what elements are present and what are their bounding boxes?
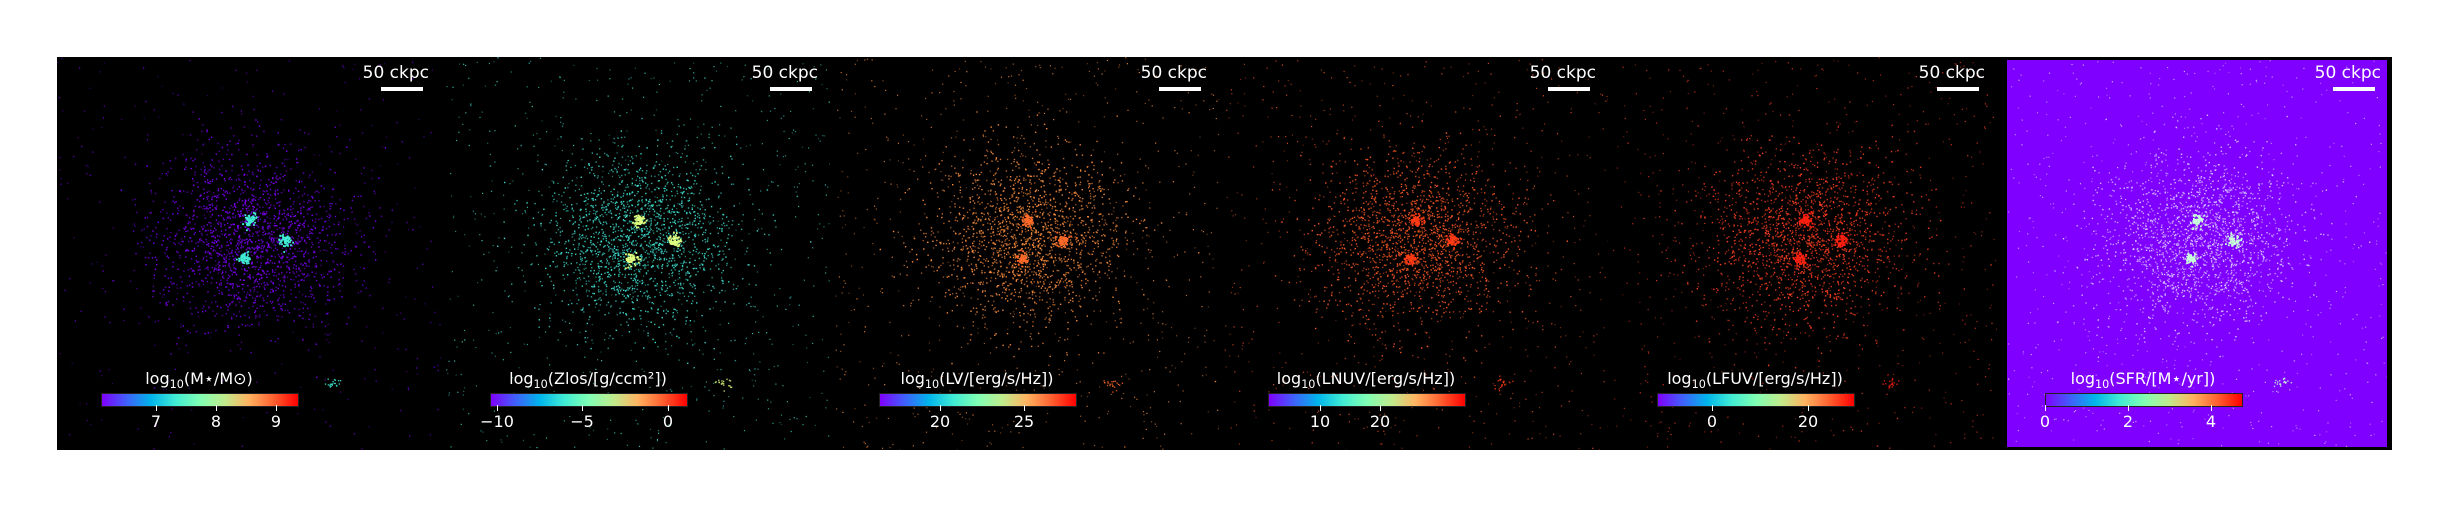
colorbar-tick-label: 20 bbox=[1369, 412, 1391, 431]
colorbar-tick bbox=[2211, 405, 2212, 411]
scalebar-line bbox=[381, 87, 423, 91]
panel-metallicity: 50 ckpc log10(Zlos/[g/ccm²]) −10 −5 0 bbox=[446, 57, 830, 450]
colorbar-tick bbox=[2128, 405, 2129, 411]
colorbar-tick bbox=[156, 405, 157, 411]
particle-scatter bbox=[2008, 60, 2387, 447]
colorbar bbox=[101, 393, 299, 407]
colorbar-title: log10(Zlos/[g/ccm²]) bbox=[509, 369, 667, 392]
particle-scatter bbox=[1613, 57, 1997, 450]
scalebar-line bbox=[1159, 87, 1201, 91]
colorbar-tick bbox=[1712, 405, 1713, 411]
colorbar-tick bbox=[1320, 405, 1321, 411]
colorbar-tick bbox=[1024, 405, 1025, 411]
scalebar-label: 50 ckpc bbox=[1529, 63, 1596, 83]
colorbar bbox=[1657, 393, 1855, 407]
colorbar-tick bbox=[1380, 405, 1381, 411]
panel-luminosity-fuv: 50 ckpc log10(LFUV/[erg/s/Hz]) 0 20 bbox=[1613, 57, 1997, 450]
scalebar-line bbox=[770, 87, 812, 91]
colorbar bbox=[1268, 393, 1466, 407]
colorbar-tick bbox=[668, 405, 669, 411]
scalebar-label: 50 ckpc bbox=[1140, 63, 1207, 83]
panel-luminosity-nuv: 50 ckpc log10(LNUV/[erg/s/Hz]) 10 20 bbox=[1224, 57, 1608, 450]
colorbar-tick-label: 0 bbox=[662, 412, 674, 431]
colorbar-tick-label: 20 bbox=[1797, 412, 1819, 431]
colorbar-tick bbox=[276, 405, 277, 411]
figure: 50 ckpc log10(M⋆/M⊙) 7 8 9 50 ckpc log10… bbox=[57, 57, 2392, 450]
colorbar-tick-label: 8 bbox=[210, 412, 222, 431]
colorbar-title: log10(LNUV/[erg/s/Hz]) bbox=[1276, 369, 1456, 392]
colorbar-title: log10(LV/[erg/s/Hz]) bbox=[900, 369, 1054, 392]
panel-stellar-mass: 50 ckpc log10(M⋆/M⊙) 7 8 9 bbox=[57, 57, 441, 450]
colorbar-tick-label: 4 bbox=[2205, 412, 2217, 431]
scalebar-label: 50 ckpc bbox=[1918, 63, 1985, 83]
colorbar-tick bbox=[940, 405, 941, 411]
panel-star-formation-rate: 50 ckpc log10(SFR/[M⋆/yr]) 0 2 4 bbox=[2004, 57, 2390, 450]
scalebar-line bbox=[1937, 87, 1979, 91]
colorbar-tick-label: 10 bbox=[1309, 412, 1331, 431]
colorbar-tick-label: 25 bbox=[1013, 412, 1035, 431]
scalebar-label: 50 ckpc bbox=[751, 63, 818, 83]
particle-scatter bbox=[835, 57, 1219, 450]
colorbar-title: log10(LFUV/[erg/s/Hz]) bbox=[1667, 369, 1843, 392]
colorbar-tick-label: 9 bbox=[270, 412, 282, 431]
colorbar bbox=[879, 393, 1077, 407]
scalebar-label: 50 ckpc bbox=[2314, 63, 2381, 83]
colorbar-tick-label: −5 bbox=[570, 412, 594, 431]
colorbar-tick-label: 0 bbox=[2039, 412, 2051, 431]
scalebar-line bbox=[1548, 87, 1590, 91]
colorbar-tick-label: −10 bbox=[480, 412, 514, 431]
colorbar-title: log10(M⋆/M⊙) bbox=[145, 369, 253, 392]
colorbar-tick-label: 0 bbox=[1706, 412, 1718, 431]
colorbar-tick bbox=[2045, 405, 2046, 411]
scalebar-line bbox=[2333, 87, 2375, 91]
colorbar-title: log10(SFR/[M⋆/yr]) bbox=[2070, 369, 2216, 392]
particle-scatter bbox=[57, 57, 441, 450]
scalebar-label: 50 ckpc bbox=[362, 63, 429, 83]
colorbar-tick-label: 20 bbox=[929, 412, 951, 431]
colorbar-tick bbox=[497, 405, 498, 411]
colorbar-tick-label: 7 bbox=[150, 412, 162, 431]
colorbar-tick bbox=[582, 405, 583, 411]
colorbar-tick bbox=[216, 405, 217, 411]
particle-scatter bbox=[1224, 59, 1608, 450]
panel-luminosity-v: 50 ckpc log10(LV/[erg/s/Hz]) 20 25 bbox=[835, 57, 1219, 450]
colorbar bbox=[2045, 393, 2243, 407]
colorbar-tick bbox=[1808, 405, 1809, 411]
particle-scatter bbox=[446, 57, 830, 450]
colorbar-tick-label: 2 bbox=[2122, 412, 2134, 431]
colorbar bbox=[490, 393, 688, 407]
